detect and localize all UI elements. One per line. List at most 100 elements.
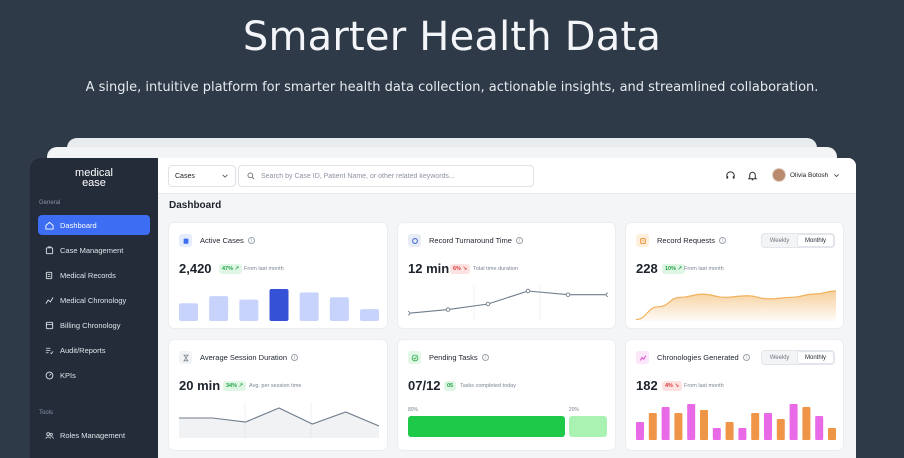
info-icon[interactable]: i	[515, 237, 523, 244]
card-title: Active Cases	[200, 236, 244, 245]
data-point	[408, 311, 411, 316]
area-fill	[179, 408, 379, 438]
info-icon[interactable]: i	[481, 354, 489, 361]
document-icon	[636, 234, 649, 247]
card-header: Average Session Duration i	[179, 351, 298, 364]
data-point	[525, 288, 531, 294]
progress-rest-label: 20%	[569, 407, 580, 413]
card-header: Chronologies Generated i	[636, 351, 750, 364]
card-value: 182	[636, 378, 658, 393]
sidebar-item-label: KPIs	[60, 370, 76, 380]
sidebar-item-label: Audit/Reports	[60, 345, 106, 355]
avatar	[772, 168, 786, 182]
bar	[828, 428, 836, 440]
bar	[751, 413, 760, 440]
card-value: 20 min	[179, 378, 221, 393]
change-badge: 4% ↘	[662, 381, 683, 391]
billing-icon	[45, 321, 54, 329]
sidebar-item-medical-records[interactable]: Medical Records	[38, 265, 150, 285]
toggle-weekly[interactable]: Weekly	[769, 237, 790, 244]
card-title: Pending Tasks	[429, 353, 478, 362]
toggle-monthly[interactable]: Monthly	[797, 234, 834, 247]
active-cases-chart	[179, 289, 379, 321]
search-box[interactable]	[238, 165, 534, 187]
info-icon[interactable]: i	[291, 354, 298, 361]
bar	[648, 413, 657, 440]
card-active-cases: Active Cases i 2,420 47% ↗ From last mon…	[168, 222, 388, 329]
bar	[329, 297, 349, 321]
data-point	[485, 301, 491, 307]
section-tools-label: Tools	[39, 410, 54, 416]
info-icon[interactable]: i	[247, 237, 255, 244]
page-title: Dashboard	[169, 200, 222, 211]
card-pending-tasks: Pending Tasks i 07/12 05 Tasks completed…	[397, 339, 616, 451]
sidebar-item-billing-chronology[interactable]: Billing Chronology	[38, 315, 150, 335]
bar	[209, 296, 229, 321]
check-circle-icon	[408, 351, 421, 364]
users-icon	[45, 431, 54, 439]
card-value: 12 min	[408, 261, 450, 276]
sidebar-item-label: Medical Records	[60, 270, 116, 280]
progress-rest-bar	[569, 416, 607, 437]
sidebar-item-label: Roles Management	[60, 430, 126, 440]
sidebar-item-label: Billing Chronology	[60, 320, 121, 330]
bar	[815, 416, 824, 440]
bar	[725, 422, 734, 440]
hero-title: Smarter Health Data	[242, 14, 662, 60]
card-note: From last month	[684, 383, 724, 389]
area-fill	[636, 291, 836, 321]
chevron-down-icon	[222, 174, 228, 178]
bar	[269, 289, 289, 321]
sidebar-item-kpis[interactable]: KPIs	[38, 365, 150, 385]
folder-icon	[45, 246, 54, 254]
list-check-icon	[45, 347, 54, 354]
change-badge: 10% ↗	[662, 264, 686, 274]
card-title: Record Turnaround Time	[429, 236, 512, 245]
bar	[764, 413, 772, 440]
toggle-monthly[interactable]: Monthly	[797, 351, 834, 364]
sidebar-item-roles-management[interactable]: Roles Management	[38, 425, 150, 445]
records-icon	[45, 271, 53, 279]
bar	[776, 419, 785, 440]
bell-icon[interactable]	[747, 170, 758, 181]
gauge-icon	[45, 371, 54, 379]
card-note: Tasks completed today	[460, 383, 516, 389]
headset-icon[interactable]	[725, 170, 736, 181]
top-bar: Cases Olivia Botosh	[158, 158, 856, 194]
sidebar-item-label: Case Management	[60, 245, 124, 255]
sidebar-item-case-management[interactable]: Case Management	[38, 240, 150, 260]
change-badge: 47% ↗	[219, 264, 243, 274]
data-point	[445, 307, 451, 312]
bar	[661, 407, 670, 440]
user-name: Olivia Botosh	[790, 171, 829, 179]
card-note: Avg. per session time	[249, 383, 302, 389]
category-select-value: Cases	[175, 172, 195, 180]
category-select[interactable]: Cases	[168, 165, 236, 187]
sidebar-item-medical-chronology[interactable]: Medical Chronology	[38, 290, 150, 310]
series-line	[408, 290, 608, 314]
card-average-session: Average Session Duration i 20 min 34% ↗ …	[168, 339, 388, 451]
card-note: From last month	[684, 266, 724, 272]
period-toggle: Weekly Monthly	[761, 233, 835, 248]
bar	[239, 299, 259, 321]
record-requests-chart	[636, 290, 836, 321]
progress-done-label: 80%	[408, 407, 419, 413]
search-input[interactable]	[261, 172, 521, 180]
logo-line2: ease	[82, 177, 106, 189]
bar	[802, 407, 811, 440]
series-line	[179, 407, 379, 427]
section-general-label: General	[39, 200, 61, 206]
toggle-weekly[interactable]: Weekly	[769, 354, 790, 361]
trend-icon	[636, 351, 649, 364]
info-icon[interactable]: i	[742, 354, 750, 361]
user-menu[interactable]: Olivia Botosh	[772, 168, 840, 182]
sidebar-item-dashboard[interactable]: Dashboard	[38, 215, 150, 235]
logo-line1: medical	[75, 167, 113, 179]
card-record-requests: Record Requests i Weekly Monthly 228 10%…	[625, 222, 844, 329]
info-icon[interactable]: i	[718, 237, 726, 244]
sidebar-item-audit-reports[interactable]: Audit/Reports	[38, 340, 150, 360]
bar	[360, 309, 379, 321]
app-logo[interactable]: medical ease	[30, 167, 158, 189]
hourglass-icon	[179, 351, 192, 364]
refresh-icon	[408, 234, 421, 247]
